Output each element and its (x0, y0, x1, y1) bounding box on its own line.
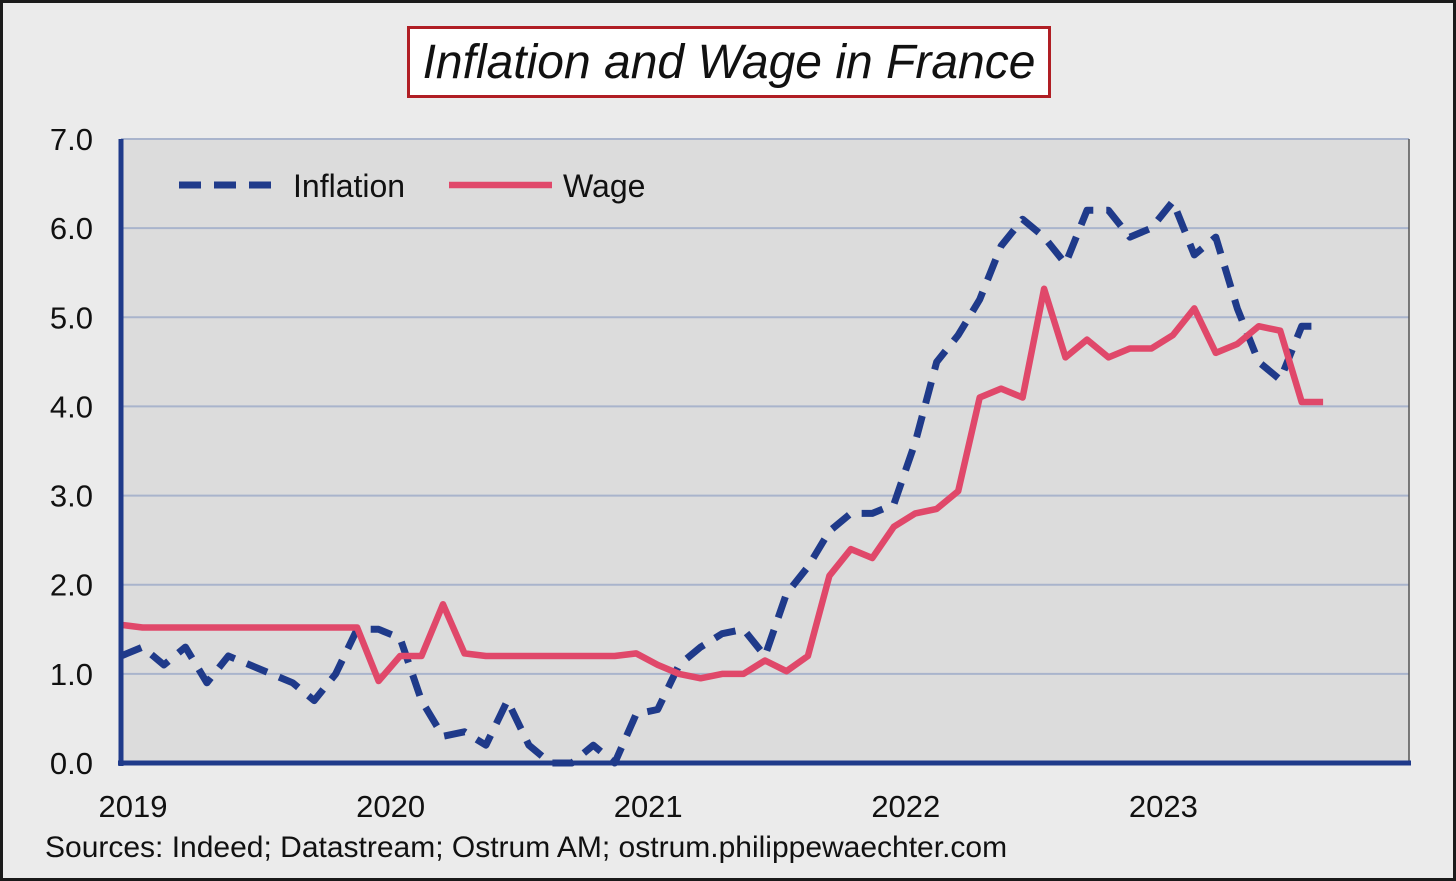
y-tick-label: 5.0 (50, 300, 93, 335)
series-group (119, 197, 1324, 767)
plot-area (121, 139, 1409, 763)
y-tick-label: 0.0 (50, 746, 93, 781)
line-chart: 0.0 1.0 2.0 3.0 4.0 5.0 6.0 7.0 2019 2020 2021 2022… (50, 122, 1411, 824)
legend-label: Inflation (293, 168, 405, 204)
y-tick-label: 6.0 (50, 211, 93, 246)
gridlines (121, 138, 1410, 763)
x-tick-label: 2023 (1129, 789, 1198, 824)
series-line-wage (120, 285, 1324, 685)
legend-label: Wage (563, 168, 645, 204)
legend: Inflation Wage (179, 168, 645, 204)
series-line-inflation (119, 197, 1324, 767)
x-tick-label: 2022 (871, 789, 940, 824)
y-tick-label: 2.0 (50, 568, 93, 603)
y-tick-label: 4.0 (50, 389, 93, 424)
x-tick-label: 2019 (99, 789, 168, 824)
source-note: Sources: Indeed; Datastream; Ostrum AM; … (45, 831, 1008, 864)
chart-title: Inflation and Wage in France (407, 26, 1051, 98)
x-tick-label: 2021 (614, 789, 683, 824)
y-tick-label: 1.0 (50, 657, 93, 692)
y-tick-label: 7.0 (50, 122, 93, 157)
axes: 0.0 1.0 2.0 3.0 4.0 5.0 6.0 7.0 2019 2020 2021 2022… (50, 122, 1411, 824)
x-tick-label: 2020 (356, 789, 425, 824)
y-tick-label: 3.0 (50, 479, 93, 514)
